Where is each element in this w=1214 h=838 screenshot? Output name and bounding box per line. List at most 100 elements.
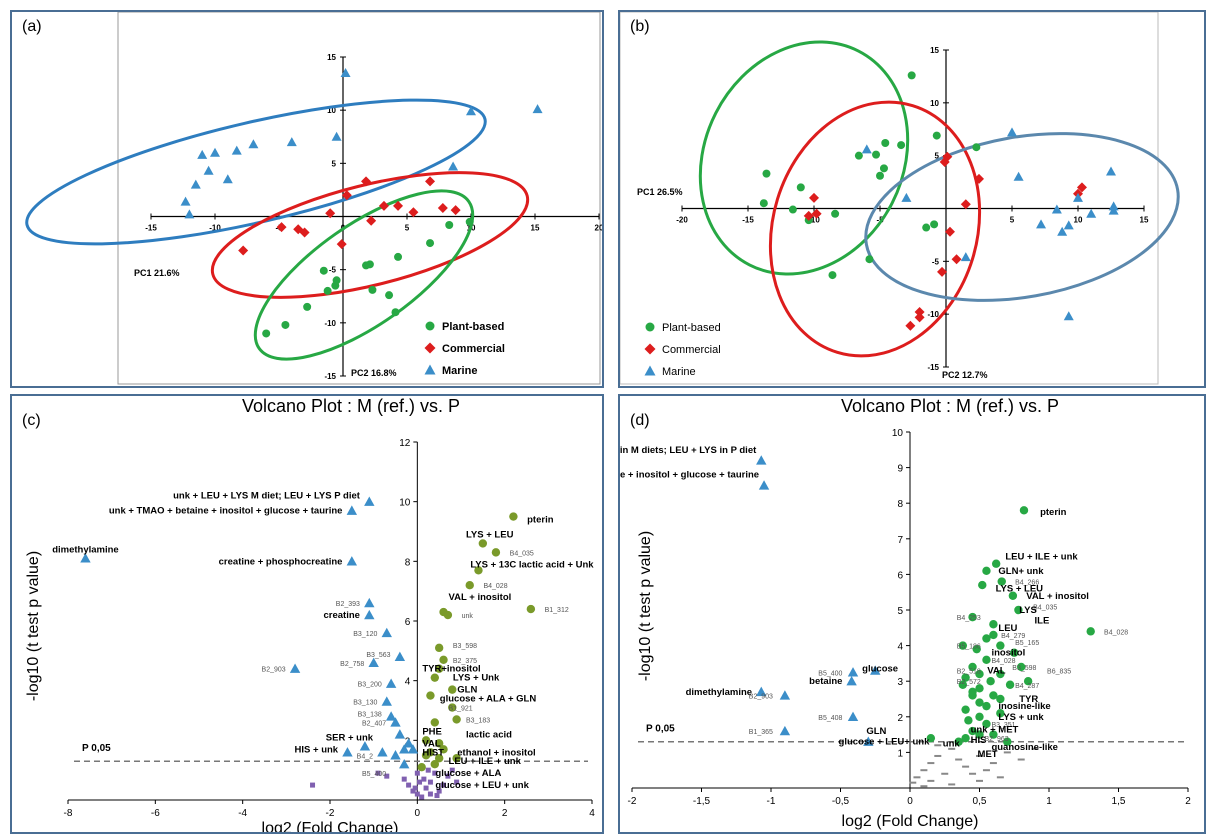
confidence-ellipse: [210, 171, 530, 299]
data-point: [974, 173, 984, 184]
plot-area-frame: [620, 12, 1159, 385]
data-point: [238, 245, 249, 256]
y-tick-label: 8: [897, 499, 903, 510]
data-point: [920, 785, 928, 788]
point-annotation: VAL: [422, 738, 440, 749]
data-point: [989, 730, 998, 739]
point-annotation: GLN: [457, 685, 477, 696]
data-point: [203, 165, 214, 175]
data-point: [958, 641, 968, 650]
point-annotation: SER + unk: [326, 732, 374, 743]
panel-label-a: (a): [22, 18, 42, 35]
data-point: [364, 496, 375, 506]
data-point: [975, 669, 984, 679]
data-point: [286, 137, 297, 147]
point-annotation: B4_279: [1001, 633, 1025, 640]
data-point: [954, 737, 963, 746]
data-point: [989, 620, 998, 629]
data-point: [325, 208, 336, 219]
data-point: [417, 762, 426, 772]
data-point: [381, 627, 392, 638]
data-point: [421, 736, 431, 745]
data-point: [779, 725, 791, 736]
data-point: [421, 751, 431, 760]
data-point: [423, 785, 429, 791]
data-point: [452, 754, 461, 763]
x-tick-label: 0: [415, 808, 421, 819]
data-point: [975, 698, 984, 707]
data-point: [478, 539, 488, 548]
data-point: [809, 192, 819, 203]
data-point: [385, 711, 397, 721]
data-point: [972, 143, 981, 152]
y-axis-label: PC2 12.7%: [942, 370, 988, 380]
data-point: [996, 709, 1005, 718]
data-point: [978, 580, 987, 590]
data-point: [1106, 166, 1116, 176]
point-annotation: B5_400: [818, 670, 842, 677]
data-point: [378, 200, 389, 211]
x-tick-label: 5: [405, 224, 410, 233]
y-tick-label: 12: [399, 438, 411, 449]
data-point: [948, 747, 956, 750]
data-point: [445, 221, 454, 230]
chart-title: Volcano Plot : M (ref.) vs. P: [841, 396, 1059, 416]
data-point: [407, 744, 419, 754]
data-point: [854, 151, 863, 160]
point-annotation: inosine-like: [998, 701, 1050, 712]
point-annotation: VAL + inositol: [1026, 591, 1089, 602]
point-annotation: LYS + Unk: [453, 673, 500, 684]
point-annotation: B2_963: [985, 736, 1009, 743]
data-point: [960, 252, 971, 262]
data-point: [1023, 677, 1033, 686]
data-point: [432, 770, 438, 776]
data-point: [1063, 311, 1074, 321]
data-point: [434, 664, 444, 673]
data-point: [222, 174, 233, 184]
data-point: [362, 261, 371, 270]
data-point: [331, 281, 340, 290]
data-point: [421, 776, 427, 782]
data-point: [276, 222, 287, 233]
point-annotation: LEU: [998, 623, 1017, 634]
data-point: [914, 312, 925, 323]
point-annotation: B1_312: [545, 607, 569, 614]
legend-label: Marine: [662, 366, 696, 378]
point-annotation: unk: [943, 739, 961, 750]
y-tick-label: 10: [892, 428, 904, 439]
data-point: [445, 773, 451, 779]
point-annotation: glucose: [862, 664, 898, 675]
data-point: [341, 190, 352, 201]
point-annotation: guanosine-like: [991, 742, 1058, 753]
data-point: [1051, 204, 1062, 214]
data-point: [262, 329, 271, 338]
data-point: [934, 754, 942, 757]
point-annotation: HIS + unk: [295, 744, 339, 755]
data-point: [796, 183, 805, 192]
x-tick-label: 15: [531, 224, 540, 233]
data-point: [1003, 751, 1011, 754]
point-annotation: glucose + LEU+ unk: [839, 737, 931, 748]
point-annotation: PHE: [422, 726, 442, 737]
data-point: [982, 566, 991, 576]
x-tick-label: -8: [64, 808, 73, 819]
y-tick-label: -15: [324, 372, 336, 381]
data-point: [437, 202, 448, 213]
legend-marker: [424, 364, 436, 375]
data-point: [901, 192, 912, 202]
point-annotation: HIST: [422, 747, 444, 758]
x-tick-label: 1,5: [1112, 796, 1126, 807]
point-annotation: B2_393: [336, 601, 360, 608]
plot-area-frame: [117, 12, 601, 385]
x-tick-label: 5: [1010, 216, 1015, 225]
x-tick-label: -2: [628, 796, 637, 807]
data-point: [532, 104, 543, 114]
data-point: [452, 715, 461, 724]
x-tick-label: 20: [595, 224, 602, 233]
point-annotation: VAL + inositol: [449, 592, 512, 603]
point-annotation: B3_120: [353, 631, 377, 638]
point-annotation: ILE: [1035, 616, 1050, 627]
data-point: [393, 200, 404, 211]
data-point: [449, 767, 455, 773]
data-point: [430, 718, 439, 727]
